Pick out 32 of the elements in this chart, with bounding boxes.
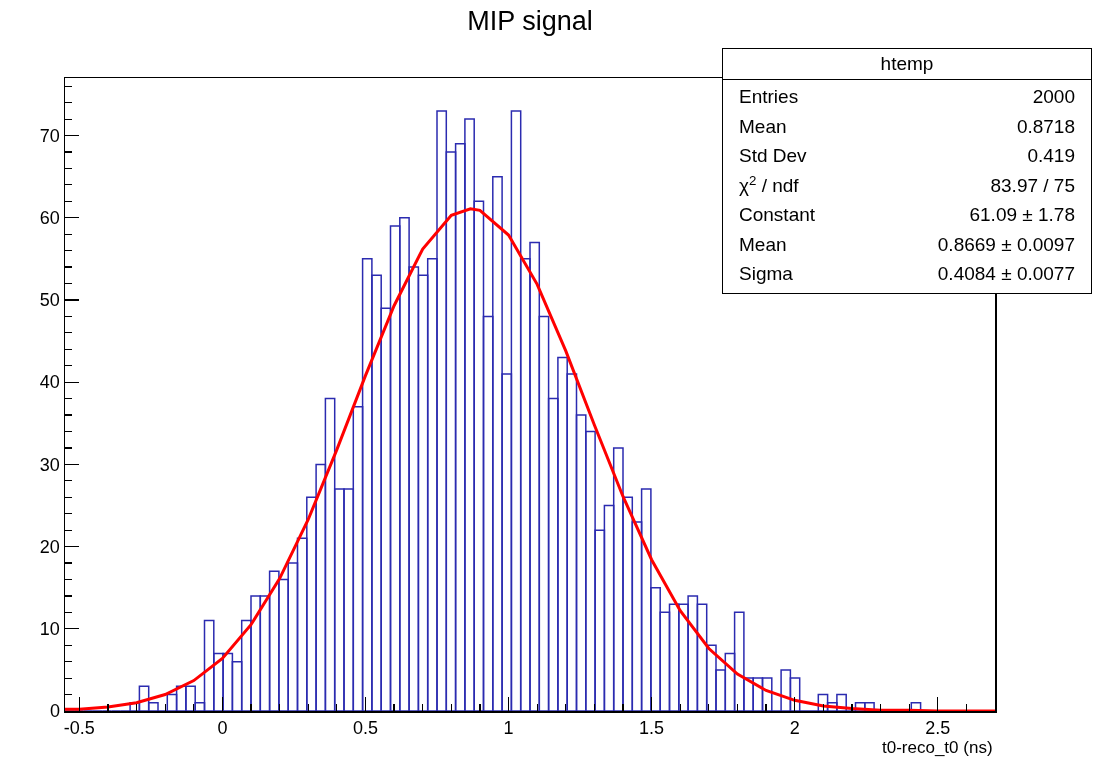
- annotation: Std Dev: [738, 144, 808, 168]
- y-tick-label: 70: [39, 125, 60, 146]
- annotation: 83.97 / 75: [989, 173, 1076, 198]
- x-tick-label: 0.5: [352, 718, 378, 739]
- annotation: Mean: [738, 114, 788, 139]
- y-tick-label: 0: [49, 701, 60, 722]
- annotation: Mean: [738, 232, 788, 257]
- y-tick-label: 40: [39, 372, 60, 393]
- y-tick-label: 10: [39, 619, 60, 640]
- annotation: Sigma: [738, 262, 794, 286]
- y-tick-label: 60: [39, 208, 60, 229]
- x-tick-label: 2.5: [925, 718, 951, 739]
- y-tick-label: 50: [39, 290, 60, 311]
- text: 0.8718: [1016, 115, 1075, 137]
- y-tick-label: 20: [39, 536, 60, 557]
- annotation: 0.8669 ± 0.0097: [936, 232, 1076, 257]
- y-tick-label: 30: [39, 454, 60, 475]
- x-tick-label: -0.5: [63, 718, 95, 739]
- text: htemp: [880, 53, 934, 74]
- x-tick-label: 1: [503, 718, 514, 739]
- text: 0.419: [1027, 145, 1075, 166]
- annotation: χ$^{2}$ / ndf: [738, 171, 800, 198]
- x-tick-label: 2: [789, 718, 800, 739]
- x-axis-title: t0-reco_t0 (ns): [882, 738, 993, 757]
- x-tick-label: 1.5: [639, 718, 665, 739]
- chart-title: MIP signal: [467, 6, 593, 37]
- annotation: Constant: [738, 203, 817, 227]
- annotation: 0.4084 ± 0.0077: [936, 262, 1076, 286]
- annotation: Entries: [738, 85, 800, 109]
- annotation: 61.09 ± 1.78: [968, 203, 1076, 227]
- text: 2000: [1032, 86, 1075, 107]
- x-tick-label: 0: [217, 718, 228, 739]
